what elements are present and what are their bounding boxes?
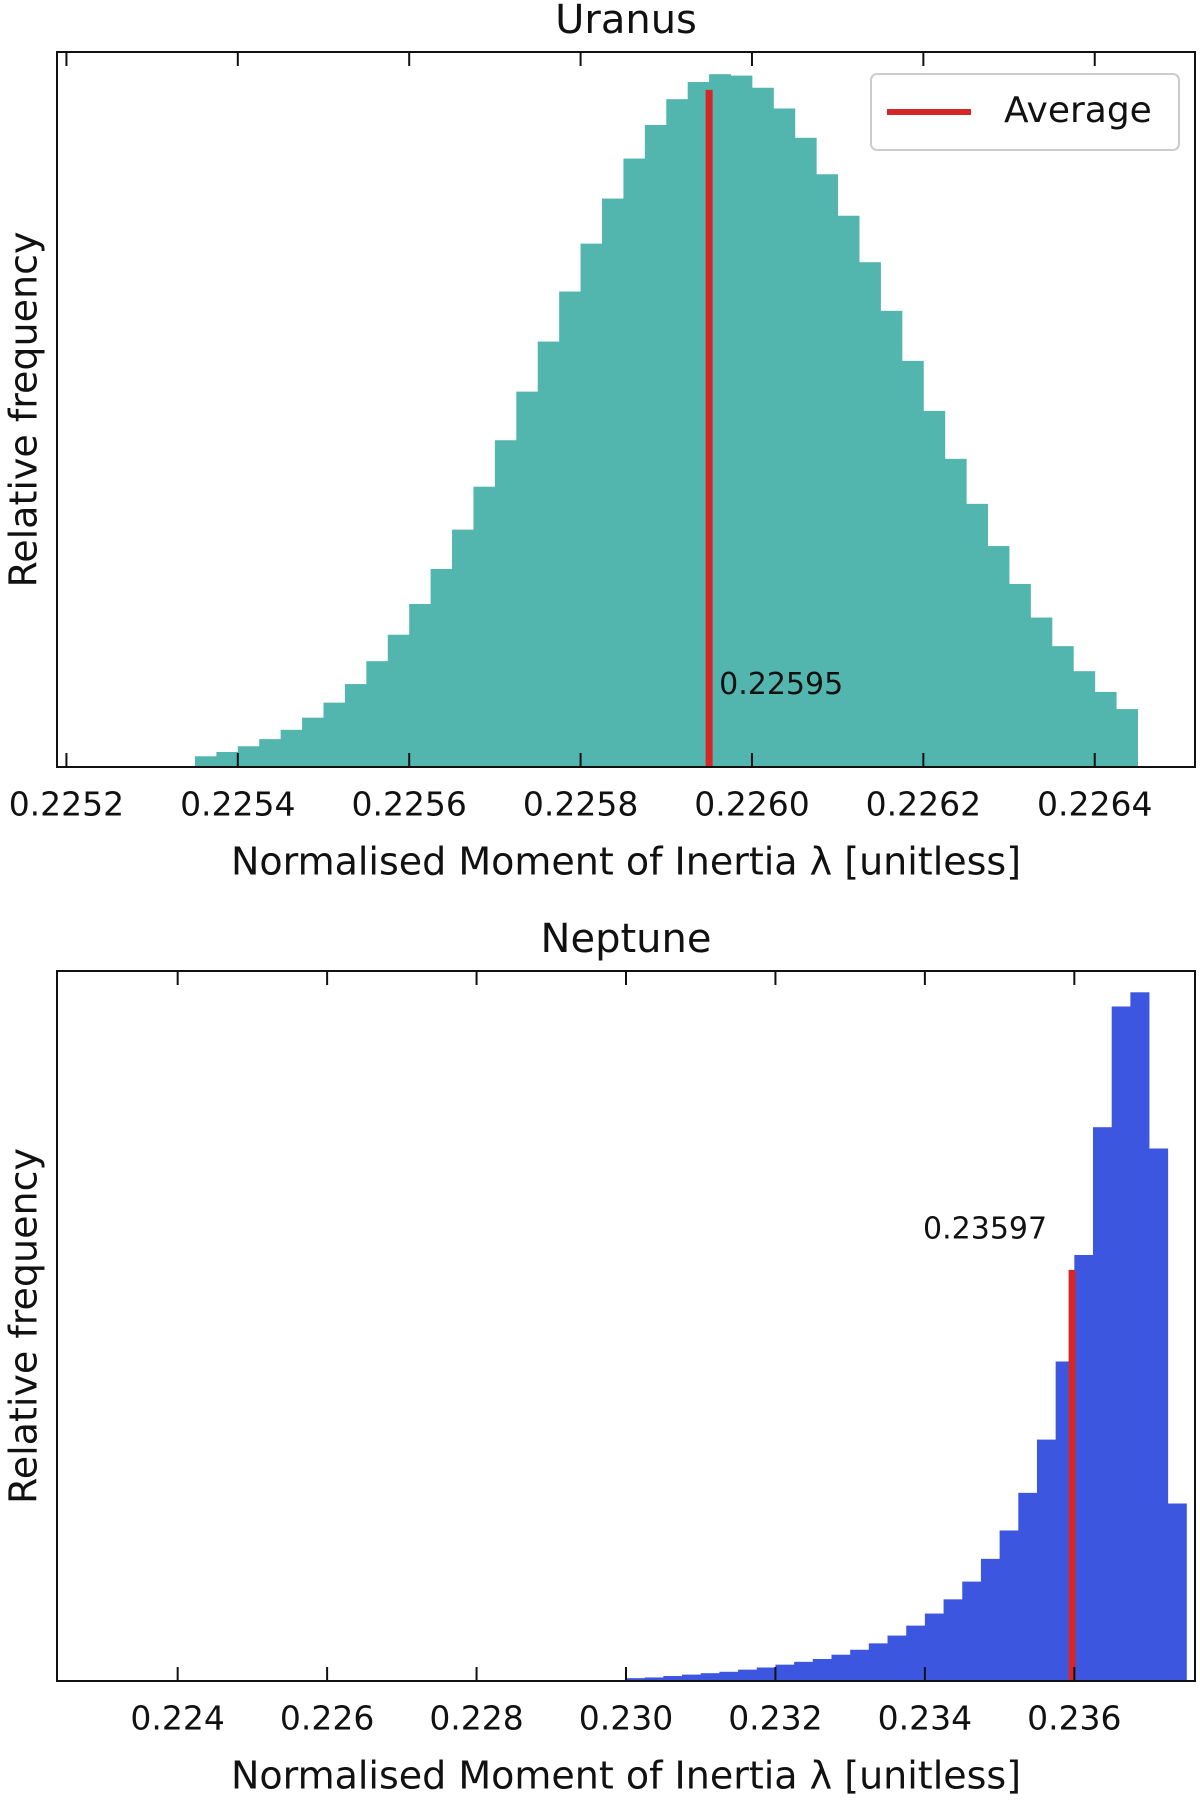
histogram-bar xyxy=(430,568,453,767)
x-tick-label: 0.2264 xyxy=(1037,785,1152,824)
histogram-bar xyxy=(1036,1439,1057,1681)
histogram-bar xyxy=(1093,1127,1113,1681)
histogram-bar xyxy=(887,1635,907,1681)
x-tick-label: 0.2258 xyxy=(523,785,638,824)
histogram-bar xyxy=(259,739,282,767)
average-label: 0.22595 xyxy=(719,667,843,702)
histogram-bar xyxy=(709,74,731,768)
histogram-bar xyxy=(775,1664,795,1681)
histogram-bar xyxy=(473,486,496,767)
x-axis-label: Normalised Moment of Inertia λ [unitless… xyxy=(231,1754,1021,1798)
histogram-bar xyxy=(280,729,303,767)
x-tick-label: 0.2254 xyxy=(180,785,295,824)
histogram-bar xyxy=(738,1669,758,1681)
x-tick-label: 0.232 xyxy=(728,1699,822,1738)
histogram-bar xyxy=(837,215,860,768)
histogram-bar xyxy=(687,82,710,767)
histogram-bar xyxy=(409,603,432,767)
histogram-bar xyxy=(850,1649,870,1681)
histogram-bar xyxy=(1051,646,1074,767)
histogram-bar xyxy=(194,756,217,767)
plot-frame xyxy=(56,51,1196,768)
histogram-bar xyxy=(901,360,924,767)
histogram-bar xyxy=(302,717,324,767)
histogram-bar xyxy=(880,310,903,767)
histogram-bar xyxy=(516,391,539,767)
histogram-bar xyxy=(1130,992,1150,1681)
histogram-bar xyxy=(1111,1006,1131,1681)
histogram-bar xyxy=(943,1599,963,1681)
histogram-bar xyxy=(999,1530,1019,1681)
histogram-bar xyxy=(730,75,753,768)
histogram-bar xyxy=(1009,583,1031,767)
histogram-bar xyxy=(756,1667,776,1681)
x-tick-label: 0.2262 xyxy=(866,785,981,824)
histogram-bar xyxy=(626,1678,646,1681)
histogram-bar xyxy=(906,1625,926,1681)
x-axis-label: Normalised Moment of Inertia λ [unitless… xyxy=(231,840,1021,884)
histogram-bar xyxy=(644,1677,664,1681)
histogram-bar xyxy=(663,1676,683,1681)
histogram-bar xyxy=(962,1581,982,1681)
histogram-bar xyxy=(1030,617,1053,767)
histogram-bar xyxy=(537,341,560,767)
histogram-bar xyxy=(923,410,946,767)
legend-label: Average xyxy=(1004,90,1152,131)
histogram-bar xyxy=(452,529,474,767)
histogram-bar xyxy=(831,1654,851,1681)
histogram-bar xyxy=(682,1674,702,1681)
chart-title: Neptune xyxy=(541,916,712,962)
histogram-bar xyxy=(387,634,410,767)
histogram-bar xyxy=(944,458,967,767)
legend-box xyxy=(870,73,1180,151)
x-tick-label: 0.2256 xyxy=(351,785,466,824)
histogram-bar xyxy=(237,746,260,767)
histogram-bar xyxy=(816,174,839,767)
histogram-bar xyxy=(719,1671,739,1681)
histogram-bar xyxy=(366,661,389,767)
histogram-bar xyxy=(1018,1492,1038,1681)
x-tick-label: 0.230 xyxy=(579,1699,673,1738)
histogram-bar xyxy=(666,99,689,767)
histogram-bar xyxy=(216,751,239,767)
histogram-bar xyxy=(344,684,367,767)
x-tick-label: 0.2252 xyxy=(9,785,124,824)
histogram-bar xyxy=(794,137,817,768)
x-tick-label: 0.224 xyxy=(130,1699,224,1738)
x-tick-label: 0.2260 xyxy=(694,785,809,824)
histogram-bar xyxy=(1116,709,1138,767)
histogram-bar xyxy=(644,124,667,768)
histogram-bar xyxy=(559,291,581,767)
chart-title: Uranus xyxy=(555,0,697,43)
x-tick-label: 0.228 xyxy=(429,1699,523,1738)
average-label: 0.23597 xyxy=(923,1211,1047,1246)
histogram-bar xyxy=(700,1673,720,1681)
y-axis-label: Relative frequency xyxy=(2,1148,46,1504)
histogram-bar xyxy=(602,198,624,767)
histogram-bar xyxy=(1073,671,1096,767)
histogram-bar xyxy=(623,158,646,767)
histogram-bar xyxy=(751,87,774,767)
histogram-bar xyxy=(794,1661,814,1681)
histogram-bar xyxy=(980,1558,1001,1681)
x-tick-label: 0.226 xyxy=(280,1699,374,1738)
histogram-bar xyxy=(987,546,1010,767)
x-tick-label: 0.236 xyxy=(1027,1699,1121,1738)
histogram-bar xyxy=(773,108,796,768)
histogram-bar xyxy=(812,1658,832,1681)
histogram-bar xyxy=(494,440,517,767)
histogram-bar xyxy=(868,1643,888,1681)
x-tick-label: 0.234 xyxy=(878,1699,972,1738)
histogram-bar xyxy=(1167,1503,1187,1681)
histogram-bar xyxy=(1094,691,1117,767)
histogram-bar xyxy=(580,243,603,767)
histogram-bar xyxy=(323,702,346,767)
y-axis-label: Relative frequency xyxy=(2,232,46,588)
histogram-bar xyxy=(1074,1255,1094,1681)
histogram-bar xyxy=(924,1613,944,1681)
histogram-bar xyxy=(1149,1148,1169,1681)
histogram-bar xyxy=(966,503,989,767)
histogram-bar xyxy=(859,262,881,767)
